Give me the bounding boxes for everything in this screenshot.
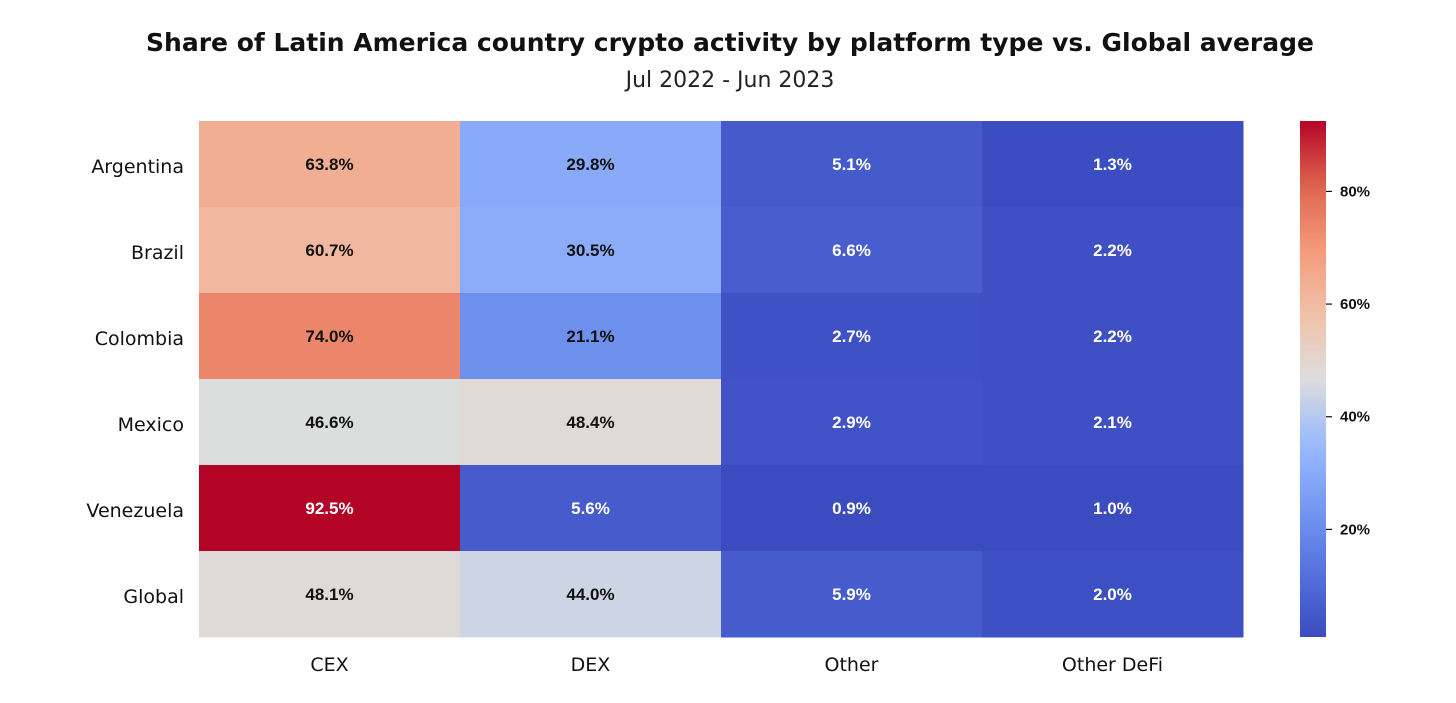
cell-value-label: 0.9% bbox=[832, 499, 871, 518]
heatmap-cell bbox=[721, 207, 983, 294]
heatmap-cell bbox=[199, 293, 461, 380]
heatmap-cell bbox=[199, 551, 461, 638]
colorbar-tick-label: 80% bbox=[1340, 183, 1370, 200]
heatmap-cell bbox=[460, 121, 722, 208]
chart-subtitle: Jul 2022 - Jun 2023 bbox=[625, 68, 835, 93]
cell-value-label: 21.1% bbox=[566, 327, 614, 346]
heatmap-cell bbox=[199, 465, 461, 552]
row-label: Colombia bbox=[95, 328, 184, 350]
cell-value-label: 5.9% bbox=[832, 585, 871, 604]
column-label: Other bbox=[825, 654, 879, 676]
heatmap-cell bbox=[460, 207, 722, 294]
cell-value-label: 92.5% bbox=[305, 499, 353, 518]
heatmap-cell bbox=[460, 465, 722, 552]
colorbar-tick-label: 60% bbox=[1340, 296, 1370, 313]
colorbar-tick-label: 40% bbox=[1340, 409, 1370, 426]
column-label: DEX bbox=[571, 654, 611, 676]
cell-value-label: 2.0% bbox=[1093, 585, 1132, 604]
colorbar-gradient bbox=[1300, 121, 1326, 637]
cell-value-label: 6.6% bbox=[832, 241, 871, 260]
cell-value-label: 1.0% bbox=[1093, 499, 1132, 518]
cell-value-label: 2.9% bbox=[832, 413, 871, 432]
cell-value-label: 74.0% bbox=[305, 327, 353, 346]
cell-value-label: 63.8% bbox=[305, 155, 353, 174]
heatmap-cell bbox=[199, 379, 461, 466]
heatmap-cell bbox=[982, 551, 1244, 638]
heatmap-cell bbox=[721, 121, 983, 208]
heatmap-cell bbox=[460, 551, 722, 638]
column-label: CEX bbox=[310, 654, 348, 676]
cell-value-label: 5.6% bbox=[571, 499, 610, 518]
cell-value-label: 44.0% bbox=[566, 585, 614, 604]
row-label: Global bbox=[123, 586, 184, 608]
heatmap-cell bbox=[199, 207, 461, 294]
heatmap-cell bbox=[721, 379, 983, 466]
column-labels: CEX DEX Other Other DeFi bbox=[310, 654, 1163, 676]
cell-value-label: 48.4% bbox=[566, 413, 614, 432]
row-label: Venezuela bbox=[86, 500, 184, 522]
heatmap-cell bbox=[199, 121, 461, 208]
cell-value-label: 2.2% bbox=[1093, 241, 1132, 260]
cell-value-label: 60.7% bbox=[305, 241, 353, 260]
heatmap-cell bbox=[982, 293, 1244, 380]
heatmap-cells: 63.8% 29.8% 5.1% 1.3% 60.7% 30.5% 6.6% 2.2% 74.0… bbox=[199, 121, 1244, 638]
cell-value-label: 5.1% bbox=[832, 155, 871, 174]
heatmap-cell bbox=[460, 293, 722, 380]
chart-title: Share of Latin America country crypto ac… bbox=[146, 28, 1314, 57]
heatmap-cell bbox=[721, 465, 983, 552]
cell-value-label: 2.7% bbox=[832, 327, 871, 346]
heatmap-cell bbox=[982, 465, 1244, 552]
cell-value-label: 29.8% bbox=[566, 155, 614, 174]
heatmap-cell bbox=[982, 121, 1244, 208]
cell-value-label: 1.3% bbox=[1093, 155, 1132, 174]
row-label: Mexico bbox=[118, 414, 184, 436]
row-label: Brazil bbox=[131, 242, 184, 264]
column-label: Other DeFi bbox=[1062, 654, 1163, 676]
heatmap-cell bbox=[721, 551, 983, 638]
cell-value-label: 2.1% bbox=[1093, 413, 1132, 432]
colorbar-tick-label: 20% bbox=[1340, 521, 1370, 538]
heatmap-cell bbox=[721, 293, 983, 380]
cell-value-label: 48.1% bbox=[305, 585, 353, 604]
cell-value-label: 46.6% bbox=[305, 413, 353, 432]
cell-value-label: 30.5% bbox=[566, 241, 614, 260]
heatmap-cell bbox=[982, 379, 1244, 466]
cell-value-label: 2.2% bbox=[1093, 327, 1132, 346]
colorbar: 20% 40% 60% 80% bbox=[1300, 121, 1370, 637]
heatmap-cell bbox=[982, 207, 1244, 294]
heatmap-cell bbox=[460, 379, 722, 466]
row-label: Argentina bbox=[91, 156, 184, 178]
row-labels: Argentina Brazil Colombia Mexico Venezuela Gl… bbox=[86, 156, 184, 608]
